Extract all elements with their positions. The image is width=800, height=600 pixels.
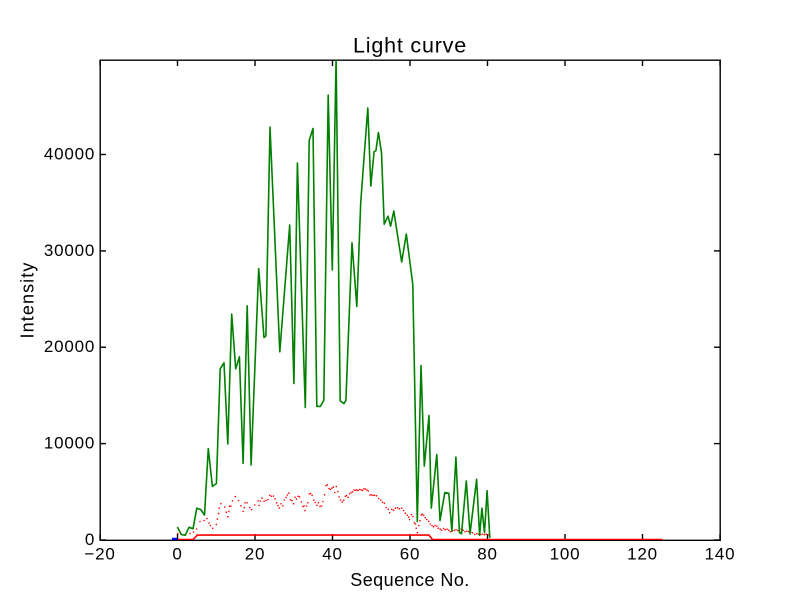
- svg-text:20000: 20000: [44, 337, 95, 356]
- svg-text:−20: −20: [84, 545, 115, 564]
- svg-text:40: 40: [322, 545, 343, 564]
- svg-text:0: 0: [85, 530, 95, 549]
- svg-text:Sequence No.: Sequence No.: [350, 570, 469, 590]
- svg-text:10000: 10000: [44, 434, 95, 453]
- svg-text:30000: 30000: [44, 241, 95, 260]
- svg-text:120: 120: [627, 545, 658, 564]
- svg-text:60: 60: [400, 545, 421, 564]
- svg-text:140: 140: [705, 545, 736, 564]
- svg-text:80: 80: [477, 545, 498, 564]
- svg-text:40000: 40000: [44, 144, 95, 163]
- svg-text:20: 20: [245, 545, 266, 564]
- svg-text:Light curve: Light curve: [353, 33, 467, 57]
- svg-text:0: 0: [172, 545, 182, 564]
- svg-text:Intensity: Intensity: [18, 262, 38, 339]
- svg-text:100: 100: [550, 545, 581, 564]
